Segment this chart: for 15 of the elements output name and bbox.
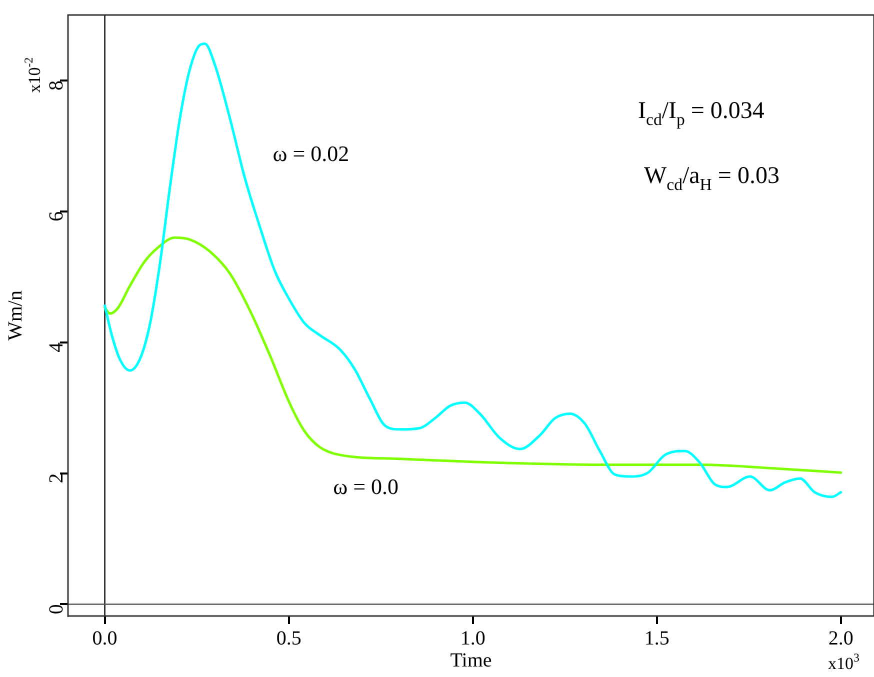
x-tick-label: 2.0 bbox=[828, 627, 854, 650]
text: x10-2 bbox=[21, 57, 44, 93]
x-tick-label: 0.5 bbox=[276, 627, 302, 650]
x-tick-label: 0.0 bbox=[92, 627, 118, 650]
y-tick-label: 8 bbox=[45, 80, 68, 90]
y-tick-label: 6 bbox=[45, 211, 68, 222]
series-label: ω = 0.0 bbox=[333, 474, 399, 500]
y-tick-label: 4 bbox=[45, 342, 68, 352]
x-axis-title: Time bbox=[450, 649, 492, 672]
series-label: ω = 0.02 bbox=[272, 141, 350, 166]
x-tick-label: 1.5 bbox=[644, 627, 670, 650]
y-axis-title: Wm/n bbox=[4, 290, 26, 340]
x-tick-label: 1.0 bbox=[460, 627, 486, 650]
y-tick-label: 0 bbox=[45, 604, 68, 614]
y-tick-label: 2 bbox=[45, 473, 68, 484]
